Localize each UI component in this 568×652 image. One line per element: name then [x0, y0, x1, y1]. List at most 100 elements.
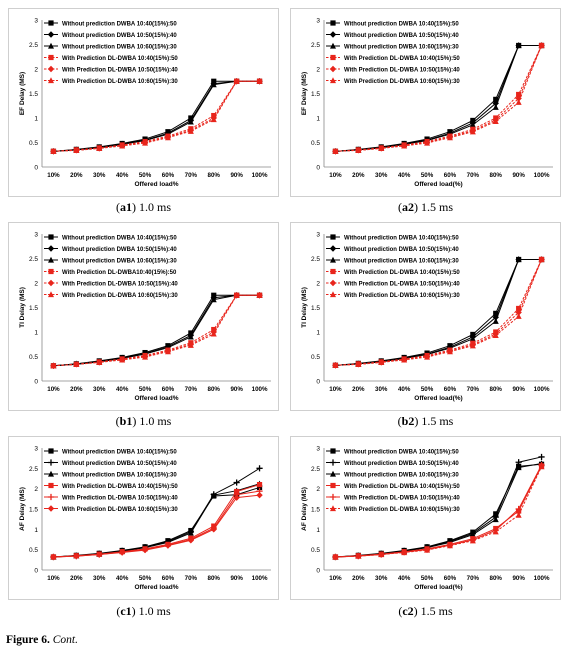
x-tick-label-a1-3: 40%	[116, 172, 129, 179]
series-c1-5	[50, 491, 263, 561]
chart-c1: 0 0.5 1 1.5 2 2.5 3 10% 20% 30% 40% 50% 60% 70% 80% 90%…	[8, 436, 279, 600]
x-tick-label-c2-9: 100%	[534, 575, 550, 582]
legend-label-c1-4: With Prediction DL-DWBA 10:50(15%):40	[62, 495, 178, 501]
y-tick-label-c1-5: 2.5	[29, 466, 38, 473]
data-point-c2-5-7	[492, 528, 499, 535]
caption-a1: (a1) 1.0 ms	[115, 200, 171, 214]
data-point-b2-5-3	[401, 356, 408, 363]
legend-label-b1-4: With Prediction DL-DWBA 10:50(15%):40	[62, 281, 178, 287]
x-tick-label-a1-8: 90%	[230, 172, 243, 179]
y-axis-label-a2: EF Delay (MS)	[301, 72, 308, 115]
legend-marker-c1-4	[47, 493, 55, 501]
series-line-b1-2	[53, 294, 260, 367]
y-tick-label-a2-2: 1	[316, 116, 320, 123]
legend-marker-c2-1	[329, 459, 337, 466]
chart-b2: 0 0.5 1 1.5 2 2.5 3 10% 20% 30% 40% 50% 60% 70% 80% 90%…	[290, 222, 561, 411]
x-tick-label-a1-7: 80%	[208, 172, 221, 179]
chart-b1: 0 0.5 1 1.5 2 2.5 3 10% 20% 30% 40% 50% 60% 70% 80% 90%…	[8, 222, 279, 411]
data-point-b2-5-8	[515, 313, 522, 319]
chart-frame-a1	[8, 8, 279, 197]
data-point-c1-3-9	[256, 482, 263, 488]
y-tick-label-a1-2: 1	[34, 116, 38, 123]
caption-a1-subtitle: 1.0 ms	[138, 200, 171, 214]
x-tick-label-b1-4: 50%	[139, 386, 152, 393]
legend-label-a2-2: Without prediction DWBA 10:60(15%):30	[344, 44, 459, 50]
x-tick-label-c2-8: 90%	[512, 575, 525, 582]
data-point-b2-5-9	[538, 256, 545, 263]
x-tick-label-b1-8: 90%	[230, 386, 243, 393]
legend-item-b1-2: Without prediction DWBA 10:60(15%):30	[44, 256, 177, 264]
y-tick-label-a1-5: 2.5	[29, 42, 38, 49]
legend-item-a1-4: With Prediction DL-DWBA 10:50(15%):40	[44, 65, 178, 73]
y-tick-label-a2-1: 0.5	[311, 140, 320, 147]
x-tick-label-c1-5: 60%	[162, 575, 175, 582]
legend-marker-a2-1	[329, 31, 337, 38]
x-tick-label-c2-7: 80%	[490, 575, 503, 582]
legend-item-c2-1: Without prediction DWBA 10:50(15%):40	[326, 459, 459, 467]
data-point-a1-5-7	[210, 116, 217, 123]
legend-marker-b2-2	[330, 256, 336, 263]
x-tick-label-a1-2: 30%	[93, 172, 106, 179]
x-tick-label-a1-1: 20%	[70, 172, 83, 179]
data-point-b1-5-5	[164, 348, 171, 355]
y-tick-label-b2-1: 0.5	[311, 354, 320, 361]
chart-svg-c1: 0 0.5 1 1.5 2 2.5 3 10% 20% 30% 40% 50% 60% 70% 80% 90%…	[19, 446, 271, 591]
legend-item-a1-5: With Prediction DL-DWBA 10:60(15%):30	[44, 77, 178, 85]
x-tick-label-b2-9: 100%	[534, 386, 550, 393]
legend-item-a2-2: Without prediction DWBA 10:60(15%):30	[326, 42, 459, 50]
legend-label-b2-3: With Prediction DL-DWBA 10:40(15%):50	[344, 270, 460, 276]
series-line-c2-5	[335, 466, 543, 558]
chart-a2: 0 0.5 1 1.5 2 2.5 3 10% 20% 30% 40% 50% 60% 70% 80% 90%…	[290, 8, 561, 197]
x-tick-label-c1-2: 30%	[93, 575, 106, 582]
legend-label-c1-5: With Prediction DL-DWBA 10:60(15%):30	[62, 507, 178, 513]
legend-label-b1-1: Without prediction DWBA 10:50(15%):40	[62, 247, 177, 253]
x-tick-label-b2-3: 40%	[398, 386, 411, 393]
data-point-a2-2-6	[469, 121, 476, 128]
data-point-c1-1-8	[233, 479, 240, 486]
data-point-c1-0-9	[256, 484, 263, 491]
data-point-c2-0-7	[493, 511, 499, 517]
legend-label-b1-5: With Prediction DL-DWBA 10:60(15%):30	[62, 293, 178, 299]
legend-marker-a1-5	[48, 77, 54, 84]
data-point-b2-0-7	[493, 310, 499, 316]
legend-item-a2-3: With Prediction DL-DWBA 10:40(15%):50	[326, 54, 460, 62]
legend-marker-c1-3	[48, 482, 54, 489]
x-tick-label-a2-7: 80%	[490, 172, 503, 179]
legend-label-a2-5: With Prediction DL-DWBA 10:60(15%):30	[344, 79, 460, 85]
data-point-a2-5-3	[401, 142, 408, 149]
legend-item-c1-0: Without prediction DWBA 10:40(15%):50	[44, 448, 177, 455]
series-b1-3	[50, 292, 263, 369]
x-tick-label-a2-2: 30%	[375, 172, 388, 179]
series-a2-5	[332, 42, 545, 154]
legend-label-a2-0: Without prediction DWBA 10:40(15%):50	[344, 21, 459, 27]
legend-label-a2-1: Without prediction DWBA 10:50(15%):40	[344, 33, 459, 39]
legend-item-c1-1: Without prediction DWBA 10:50(15%):40	[44, 459, 177, 467]
caption-b1: (b1) 1.0 ms	[115, 414, 172, 428]
x-tick-label-c2-4: 50%	[421, 575, 434, 582]
series-line-b1-3	[53, 294, 260, 367]
x-tick-label-a1-0: 10%	[47, 172, 60, 179]
caption-b1-letter: b1	[119, 414, 133, 428]
data-point-a1-5-0	[50, 148, 57, 154]
y-tick-label-b2-3: 1.5	[311, 305, 320, 312]
legend-label-b1-3: With Prediction DL-DWBA10:40(15%):50	[62, 270, 177, 276]
caption-a2-letter: a2	[401, 200, 414, 214]
data-point-a1-5-9	[256, 78, 263, 84]
figure-caption: Figure 6. Cont.	[6, 634, 78, 646]
series-line-a1-3	[53, 80, 260, 152]
y-tick-label-c2-3: 1.5	[311, 507, 320, 514]
y-tick-label-c2-2: 1	[316, 527, 320, 534]
caption-b1-subtitle: 1.0 ms	[139, 414, 172, 428]
legend-marker-b1-0	[48, 234, 54, 240]
series-a1-3	[50, 78, 263, 154]
legend-item-c1-4: With Prediction DL-DWBA 10:50(15%):40	[44, 493, 178, 501]
series-line-c1-5	[53, 494, 260, 558]
legend-item-a1-2: Without prediction DWBA 10:60(15%):30	[44, 42, 177, 50]
legend-marker-a1-3	[48, 54, 54, 61]
caption-b2-letter: b2	[401, 414, 415, 428]
data-point-c1-3-8	[234, 488, 240, 495]
legend-marker-a1-1	[47, 31, 55, 38]
legend-item-b1-0: Without prediction DWBA 10:40(15%):50	[44, 234, 177, 241]
legend-label-c2-1: Without prediction DWBA 10:50(15%):40	[344, 461, 459, 467]
x-tick-label-b2-2: 30%	[375, 386, 388, 393]
